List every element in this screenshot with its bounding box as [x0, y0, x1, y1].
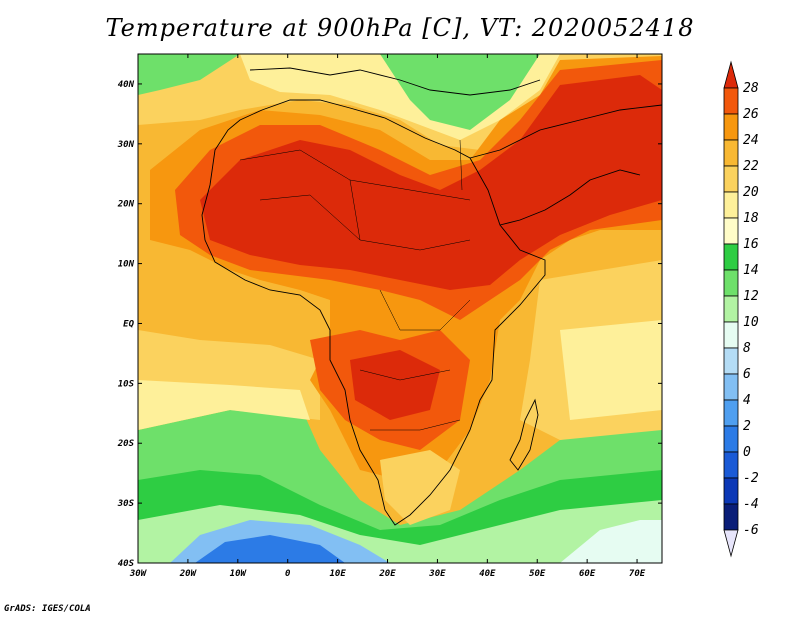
chart-title: Temperature at 900hPa [C], VT: 202005241… [105, 14, 695, 42]
temperature-field [138, 54, 662, 563]
lat-tick-label: 40S [118, 559, 135, 569]
map-frame [137, 53, 663, 564]
colorbar-label: 24 [743, 133, 759, 148]
colorbar-label: 18 [743, 211, 759, 226]
colorbar-segment [723, 269, 739, 297]
field-south-africa-20 [380, 450, 460, 525]
lon-tick-label: 10E [329, 569, 346, 579]
arabia-south-coastline [499, 169, 641, 226]
lon-tick-label: 30W [129, 569, 148, 579]
lat-tick-label: 20N [117, 200, 135, 210]
lat-tick-label: 40N [118, 80, 135, 90]
lon-tick-label: 30E [428, 569, 446, 579]
colorbar-label: 22 [743, 159, 759, 174]
lon-tick-label: 50E [529, 569, 546, 579]
lon-tick-label: 60E [579, 569, 596, 579]
colorbar-segment [723, 321, 739, 349]
lon-tick-label: 0 [285, 569, 291, 579]
border-1 [239, 149, 361, 241]
colorbar-segment [723, 477, 739, 505]
lon-tick-label: 10W [230, 569, 248, 579]
colorbar-label: 4 [743, 393, 751, 408]
border-7 [459, 139, 463, 191]
field-indian-ocean-18 [560, 320, 662, 420]
colorbar-segment [723, 217, 739, 245]
colorbar-label: 16 [743, 237, 759, 252]
colorbar-label: 2 [743, 419, 751, 434]
colorbar-segment [723, 451, 739, 479]
lat-tick-label: 20S [117, 439, 135, 449]
colorbar-label: 0 [743, 445, 751, 460]
colorbar-segment [723, 399, 739, 427]
colorbar-label: 8 [743, 341, 751, 356]
colorbar-segment [723, 113, 739, 141]
lat-tick-label: 10N [118, 260, 135, 270]
colorbar-segment [723, 165, 739, 193]
lon-tick-label: 70E [629, 569, 646, 579]
colorbar-label: 28 [743, 81, 759, 96]
lon-tick-label: 20W [179, 569, 198, 579]
coastlines [201, 67, 663, 526]
colorbar-label: 14 [743, 263, 759, 278]
border-6 [370, 419, 461, 431]
border-5 [359, 369, 451, 381]
colorbar-segment [723, 503, 739, 531]
colorbar-label: 6 [743, 367, 751, 382]
colorbar-segment [723, 347, 739, 375]
lat-tick-label: 10S [118, 379, 135, 389]
colorbar-label: -2 [743, 471, 759, 486]
europe-coastline [249, 67, 541, 96]
border-4 [379, 289, 471, 331]
colorbar-label: 12 [743, 289, 759, 304]
colorbar-segment [723, 425, 739, 453]
colorbar-segment-bottom [723, 529, 739, 558]
lat-tick-label: 30S [117, 499, 135, 509]
colorbar-label: -6 [743, 523, 759, 538]
lon-tick-label: 20E [378, 569, 396, 579]
colorbar-segment [723, 295, 739, 323]
credit-label: GrADS: IGES/COLA [4, 604, 91, 614]
colorbar-label: 20 [743, 185, 759, 200]
lat-tick-label: 30N [117, 140, 135, 150]
field-southern-africa-28 [350, 350, 440, 420]
colorbar-label: 10 [743, 315, 759, 330]
lon-tick-label: 40E [479, 569, 496, 579]
field-se-ocean-8 [560, 520, 662, 563]
colorbar-segment [723, 191, 739, 219]
colorbar-segment [723, 243, 739, 271]
colorbar-segment [723, 139, 739, 167]
field-south-atlantic-18 [138, 380, 310, 430]
colorbar-label: 26 [743, 107, 759, 122]
arabia-coastline [469, 104, 663, 159]
colorbar-label: -4 [743, 497, 759, 512]
country-borders [239, 139, 471, 431]
africa-coastline [201, 99, 546, 526]
field-mediterranean-12 [380, 54, 540, 130]
map-axes: 30W 20W 10W 0 10E 20E 30E 40E 50E 60E 70E 40N 30N 20N… [117, 54, 662, 579]
madagascar-coastline [509, 398, 539, 471]
field-cold-pool-0 [195, 535, 345, 563]
colorbar-segment [723, 87, 739, 115]
field-atlantic-north-12 [138, 54, 240, 95]
lat-tick-label: EQ [123, 319, 134, 329]
colorbar-segment-top [723, 60, 739, 89]
border-2 [349, 179, 471, 201]
border-3 [259, 194, 471, 251]
colorbar-segment [723, 373, 739, 401]
